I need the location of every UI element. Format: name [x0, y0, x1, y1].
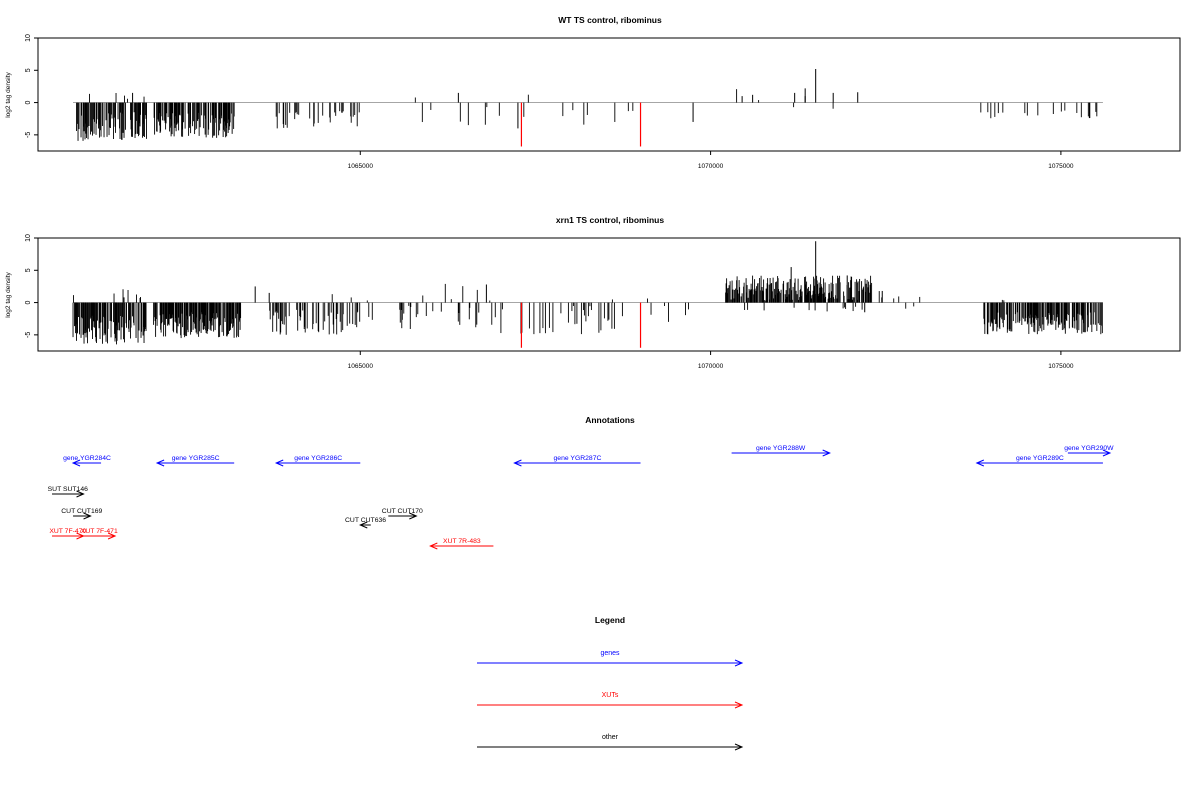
feature-label: CUT CUT636 — [345, 517, 386, 524]
feature-gene: gene YGR284C — [63, 455, 111, 467]
feature-label: CUT CUT170 — [382, 508, 423, 515]
panel-title: WT TS control, ribominus — [558, 15, 662, 25]
feature-label: gene YGR289C — [1016, 455, 1064, 462]
wt-density-panel: WT TS control, ribominus log2 tag densit… — [5, 15, 1181, 170]
legend-label: XUTs — [602, 692, 619, 699]
annotation-track: Annotations gene YGR284C gene YGR285C gene… — [48, 415, 1114, 550]
legend-item-gene: genes — [477, 650, 744, 667]
feature-gene: gene YGR288W — [731, 445, 831, 457]
y-tick-label: 10 — [25, 34, 32, 42]
feature-label: XUT 7F-471 — [81, 528, 118, 535]
feature-xut: XUT 7F-471 — [81, 528, 118, 540]
feature-label: CUT CUT169 — [61, 508, 102, 515]
feature-label: gene YGR288W — [756, 445, 806, 452]
x-tick-label: 1065000 — [348, 163, 374, 170]
feature-xut: XUT 7R-483 — [429, 538, 494, 550]
legend-items: genes XUTs other — [477, 650, 744, 751]
annotations-title: Annotations — [585, 415, 635, 425]
feature-list: gene YGR284C gene YGR285C gene YGR286C gene… — [48, 445, 1114, 550]
legend-label: genes — [600, 650, 620, 657]
feature-label: XUT 7F-470 — [49, 528, 86, 535]
panel-title: xrn1 TS control, ribominus — [556, 215, 664, 225]
density-bars — [73, 68, 1103, 147]
plot-frame — [37, 237, 1181, 352]
x-axis-ticks: 1065000 1070000 1075000 — [348, 351, 1074, 370]
feature-label: gene YGR290W — [1064, 445, 1114, 452]
x-tick-label: 1075000 — [1048, 163, 1074, 170]
feature-gene: gene YGR286C — [274, 455, 361, 467]
legend-item-other: other — [477, 734, 744, 751]
x-tick-label: 1065000 — [348, 363, 374, 370]
x-tick-label: 1075000 — [1048, 363, 1074, 370]
y-axis-ticks: -5 0 5 10 — [25, 234, 38, 338]
y-tick-label: 5 — [25, 68, 32, 72]
legend: Legend genes XUTs other — [477, 615, 744, 751]
y-axis-label: log2 tag density — [5, 271, 12, 317]
feature-label: XUT 7R-483 — [443, 538, 481, 545]
feature-label: gene YGR284C — [63, 455, 111, 462]
feature-label: gene YGR285C — [172, 455, 220, 462]
feature-other: CUT CUT636 — [345, 517, 386, 529]
feature-gene: gene YGR289C — [975, 455, 1103, 467]
y-axis-label: log2 tag density — [5, 71, 12, 117]
feature-label: gene YGR286C — [294, 455, 342, 462]
plot-frame — [37, 37, 1181, 152]
y-tick-label: 0 — [25, 301, 32, 305]
feature-other: SUT SUT146 — [48, 486, 89, 498]
y-tick-label: 5 — [25, 268, 32, 272]
feature-other: CUT CUT169 — [61, 508, 103, 520]
feature-gene: gene YGR290W — [1064, 445, 1114, 457]
x-axis-ticks: 1065000 1070000 1075000 — [348, 151, 1074, 170]
legend-item-xut: XUTs — [477, 692, 744, 709]
y-tick-label: 10 — [25, 234, 32, 242]
x-tick-label: 1070000 — [698, 163, 724, 170]
feature-gene: gene YGR287C — [513, 455, 641, 467]
feature-label: gene YGR287C — [554, 455, 602, 462]
xrn1-density-panel: xrn1 TS control, ribominus log2 tag dens… — [5, 215, 1181, 370]
y-tick-label: -5 — [25, 332, 32, 338]
x-tick-label: 1070000 — [698, 363, 724, 370]
feature-other: CUT CUT170 — [382, 508, 423, 520]
y-axis-ticks: -5 0 5 10 — [25, 34, 38, 138]
feature-label: SUT SUT146 — [48, 486, 89, 493]
y-tick-label: 0 — [25, 101, 32, 105]
density-bars — [72, 241, 1103, 348]
legend-label: other — [602, 734, 619, 741]
legend-title: Legend — [595, 615, 625, 625]
feature-gene: gene YGR285C — [155, 455, 235, 467]
y-tick-label: -5 — [25, 132, 32, 138]
